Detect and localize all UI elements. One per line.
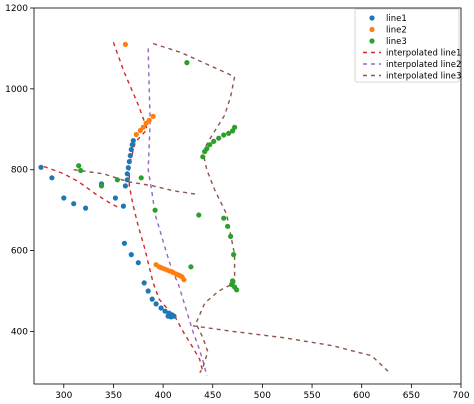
y-tick-label: 1200: [5, 4, 28, 14]
data-point: [207, 142, 213, 148]
data-point: [162, 308, 168, 314]
data-point: [121, 240, 127, 246]
legend-marker: [369, 15, 375, 21]
x-tick-label: 300: [55, 391, 72, 401]
interpolated-segment: [112, 42, 204, 373]
interpolated-segment: [43, 165, 120, 209]
data-point: [124, 177, 130, 183]
data-point: [124, 171, 130, 177]
data-point: [146, 117, 152, 123]
data-point: [130, 138, 136, 144]
data-point: [200, 154, 206, 160]
data-point: [234, 287, 240, 293]
legend-label: interpolated line2: [386, 60, 461, 70]
y-tick-label: 1000: [5, 85, 28, 95]
data-point: [126, 159, 132, 165]
data-point: [158, 305, 164, 311]
data-point: [128, 146, 134, 153]
data-point: [225, 223, 231, 229]
y-tick-label: 400: [11, 327, 28, 337]
data-point: [138, 175, 144, 181]
data-point: [165, 313, 171, 319]
data-point: [76, 163, 82, 169]
data-point: [226, 130, 232, 136]
data-point: [152, 207, 158, 213]
data-point: [145, 288, 151, 294]
data-point: [216, 135, 222, 141]
data-point: [122, 183, 128, 189]
series-line2: [122, 41, 187, 283]
interpolated-segment: [192, 325, 390, 374]
legend-label: interpolated line3: [386, 72, 461, 82]
x-tick-label: 500: [254, 391, 271, 401]
legend-marker: [369, 38, 375, 44]
data-point: [61, 195, 67, 201]
series-line1: [38, 138, 177, 320]
y-tick-label: 600: [11, 247, 28, 257]
series-line3: [76, 60, 240, 293]
data-point: [114, 177, 120, 183]
data-point: [78, 167, 84, 174]
data-point: [141, 280, 147, 286]
data-point: [181, 277, 187, 283]
legend-label: line1: [386, 14, 407, 24]
data-point: [221, 132, 227, 138]
data-point: [125, 165, 131, 171]
data-point: [120, 203, 126, 209]
series-interpolated-line2: [147, 48, 208, 377]
x-tick-label: 700: [452, 391, 469, 401]
data-point: [184, 60, 190, 66]
data-point: [83, 205, 89, 211]
series-interpolated-line3: [73, 42, 390, 374]
interpolated-segment: [73, 169, 196, 195]
x-tick-label: 450: [204, 391, 221, 401]
data-point: [204, 146, 210, 152]
legend-label: line3: [386, 37, 407, 47]
x-axis-ticks: 300 350 400 450 500 550 600 650 700: [55, 384, 470, 401]
y-axis-ticks: 400 600 800 1000 1200: [5, 4, 34, 337]
data-point: [196, 212, 202, 218]
data-point: [128, 252, 134, 258]
data-point: [153, 301, 159, 307]
data-point: [188, 264, 194, 270]
series-interpolated-line1: [43, 42, 204, 373]
x-tick-label: 650: [403, 391, 420, 401]
data-point: [98, 183, 105, 189]
data-point: [135, 260, 141, 266]
chart-marks: [38, 41, 390, 377]
legend-marker: [369, 26, 375, 33]
data-point: [112, 195, 118, 201]
data-point: [221, 215, 227, 221]
legend-label: line2: [386, 26, 407, 36]
data-point: [150, 113, 156, 119]
x-tick-label: 400: [154, 391, 171, 401]
x-tick-label: 550: [303, 391, 320, 401]
data-point: [122, 41, 128, 48]
data-point: [38, 164, 44, 170]
interpolated-segment: [147, 48, 208, 377]
data-point: [211, 138, 217, 144]
data-point: [49, 175, 55, 181]
data-point: [232, 124, 238, 130]
data-point: [228, 233, 234, 239]
x-tick-label: 600: [353, 391, 370, 401]
x-tick-label: 350: [105, 391, 122, 401]
legend-label: interpolated line1: [386, 49, 461, 59]
y-tick-label: 800: [11, 166, 28, 176]
data-point: [133, 131, 139, 138]
data-point: [129, 142, 135, 148]
data-point: [149, 296, 155, 302]
data-point: [231, 252, 237, 258]
data-point: [127, 153, 133, 159]
data-point: [140, 124, 146, 130]
data-point: [71, 201, 77, 207]
